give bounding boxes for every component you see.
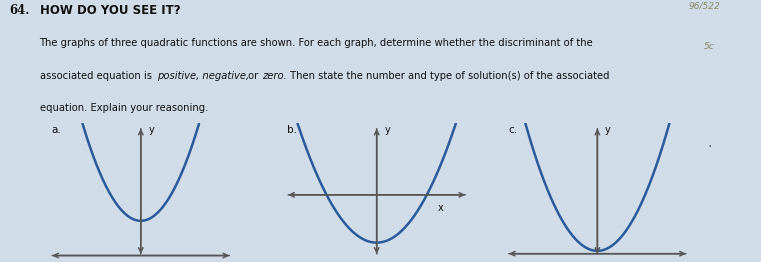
- Text: y: y: [605, 124, 611, 134]
- Text: b.: b.: [288, 124, 298, 134]
- Text: 64.: 64.: [9, 4, 30, 17]
- Text: associated equation is: associated equation is: [40, 71, 154, 81]
- Text: x: x: [438, 203, 444, 213]
- Text: .: .: [708, 136, 712, 150]
- Text: a.: a.: [51, 124, 61, 134]
- Text: c.: c.: [508, 124, 517, 134]
- Text: Then state the number and type of solution(s) of the associated: Then state the number and type of soluti…: [287, 71, 610, 81]
- Text: y: y: [148, 124, 154, 134]
- Text: y: y: [384, 124, 390, 134]
- Text: positive, negative,: positive, negative,: [158, 71, 250, 81]
- Text: The graphs of three quadratic functions are shown. For each graph, determine whe: The graphs of three quadratic functions …: [40, 38, 594, 48]
- Text: 96/522: 96/522: [689, 1, 721, 10]
- Text: HOW DO YOU SEE IT?: HOW DO YOU SEE IT?: [40, 4, 180, 17]
- Text: 5c: 5c: [704, 42, 715, 51]
- Text: zero.: zero.: [262, 71, 287, 81]
- Text: equation. Explain your reasoning.: equation. Explain your reasoning.: [40, 103, 208, 113]
- Text: or: or: [245, 71, 262, 81]
